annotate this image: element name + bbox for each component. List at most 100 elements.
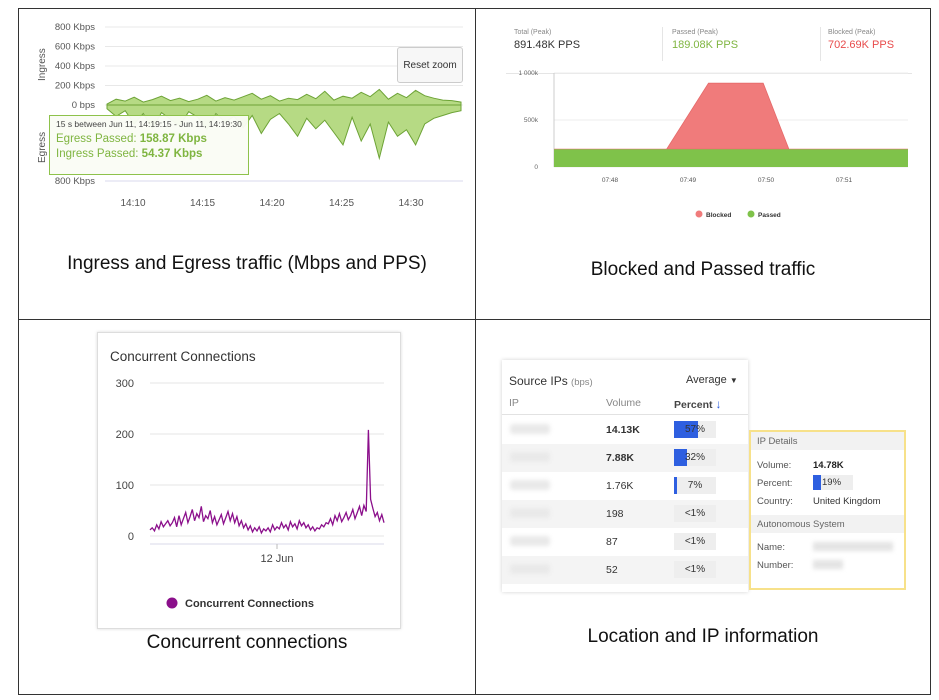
traffic-tooltip: 15 s between Jun 11, 14:19:15 - Jun 11, … <box>49 115 249 175</box>
redacted-name <box>813 542 893 551</box>
percent-cell: 32% <box>684 452 705 463</box>
sort-down-icon: ↓ <box>715 397 722 411</box>
tooltip-title: 15 s between Jun 11, 14:19:15 - Jun 11, … <box>56 119 242 129</box>
y-tick-label: 800 Kbps <box>55 176 95 187</box>
reset-zoom-button[interactable]: Reset zoom <box>397 47 463 83</box>
volume-cell: 198 <box>606 508 624 520</box>
source-ips-title-text: Source IPs <box>509 374 568 388</box>
percent-cell: 7% <box>687 480 703 491</box>
redacted-ip <box>510 480 550 490</box>
volume-cell: 7.88K <box>606 452 635 464</box>
table-row[interactable]: 198 <1% <box>502 500 748 528</box>
column-volume[interactable]: Volume <box>606 397 642 409</box>
percent-cell: <1% <box>684 536 706 547</box>
y-tick-label: 0 <box>534 164 538 171</box>
series-blocked <box>554 82 908 150</box>
table-row[interactable]: 1.76K 7% <box>502 472 748 500</box>
x-tick-label: 07:51 <box>836 177 853 184</box>
detail-name-label: Name: <box>757 542 785 553</box>
legend-marker <box>695 210 703 218</box>
ip-details-header-bg <box>751 432 904 450</box>
y-tick-label: 0 <box>128 531 134 543</box>
y-tick-label: 200 Kbps <box>55 81 95 92</box>
detail-country-label: Country: <box>757 496 793 507</box>
chart-title: Concurrent Connections <box>110 349 256 364</box>
stat-blocked-label: Blocked (Peak) <box>828 29 876 36</box>
blocked-passed-cell: Total (Peak) 891.48K PPS Passed (Peak) 189… <box>475 8 931 320</box>
percent-bar-fill <box>674 421 698 438</box>
stat-blocked-value: 702.69K PPS <box>828 39 895 51</box>
average-dropdown[interactable]: Average ▼ <box>686 374 738 386</box>
detail-percent-label: Percent: <box>757 478 793 489</box>
stat-passed: Passed (Peak) 189.08K PPS <box>672 29 738 51</box>
tooltip-ingress-label: Ingress Passed: <box>56 148 139 160</box>
y-tick-label: 200 <box>116 429 134 441</box>
source-ips-panel: Source IPs (bps) Average ▼ IP Volume Per… <box>502 360 748 592</box>
y-tick-label: 800 Kbps <box>55 22 95 33</box>
y-tick-label: 500k <box>524 117 539 124</box>
tooltip-ingress-value: 54.37 Kbps <box>141 148 203 160</box>
blocked-passed-chart: 1 000k 500k 0 07:48 07:49 07:50 07:51 Blocked Pa… <box>518 70 908 219</box>
ip-details-panel: IP Details Volume: 14.78K Percent: 19% C… <box>749 430 906 590</box>
tooltip-egress-label: Egress Passed: <box>56 133 137 145</box>
detail-percent-fill <box>813 475 821 490</box>
concurrent-connections-panel: Concurrent Connections 300 200 100 0 12 Jun C… <box>97 332 401 629</box>
series-passed <box>554 149 908 167</box>
stat-total-value: 891.48K PPS <box>514 39 581 51</box>
detail-country-value: United Kingdom <box>813 496 881 507</box>
detail-volume-label: Volume: <box>757 460 792 471</box>
stat-divider <box>820 27 821 61</box>
x-tick-label: 14:20 <box>259 198 284 209</box>
stat-passed-label: Passed (Peak) <box>672 29 718 36</box>
x-tick-label: 12 Jun <box>260 553 293 565</box>
volume-cell: 1.76K <box>606 480 634 492</box>
stat-total: Total (Peak) 891.48K PPS <box>514 29 580 51</box>
column-ip[interactable]: IP <box>509 397 519 409</box>
volume-cell: 52 <box>606 564 618 576</box>
redacted-ip <box>510 424 550 434</box>
column-percent[interactable]: Percent ↓ <box>674 397 721 411</box>
percent-cell: <1% <box>684 508 706 519</box>
y-axis-title-ingress: Ingress <box>37 48 48 81</box>
concurrent-connections-chart: 300 200 100 0 12 Jun Concurrent Connections <box>116 378 385 610</box>
percent-bar <box>674 477 716 494</box>
redacted-ip <box>510 508 550 518</box>
table-row[interactable]: 87 <1% <box>502 528 748 556</box>
series-egress-passed <box>106 104 462 161</box>
stat-blocked: Blocked (Peak) 702.69K PPS <box>828 29 894 51</box>
ingress-egress-cell: 800 Kbps 600 Kbps 400 Kbps 200 Kbps 0 bps 800… <box>18 8 476 320</box>
source-ips-title: Source IPs (bps) <box>509 374 593 388</box>
average-dropdown-label: Average <box>686 374 727 386</box>
caption-location-ip: Location and IP information <box>587 626 819 647</box>
percent-bar <box>674 505 716 522</box>
y-tick-label: 600 Kbps <box>55 42 95 53</box>
redacted-ip <box>510 536 550 546</box>
as-header-bg <box>751 515 904 533</box>
x-tick-label: 14:30 <box>398 198 423 209</box>
legend-label: Concurrent Connections <box>185 598 314 610</box>
percent-cell: 57% <box>684 424 705 435</box>
series-concurrent-connections <box>149 429 385 535</box>
legend-label: Passed <box>758 212 781 219</box>
caption-blocked-passed: Blocked and Passed traffic <box>590 259 816 280</box>
tooltip-egress: Egress Passed: 158.87 Kbps <box>56 132 242 147</box>
as-header: Autonomous System <box>757 519 845 530</box>
y-axis-title-egress: Egress <box>37 132 48 163</box>
percent-bar <box>674 533 716 550</box>
legend-label: Blocked <box>706 212 731 219</box>
y-tick-label: 400 Kbps <box>55 61 95 72</box>
detail-percent-text: 19% <box>822 477 842 488</box>
table-row[interactable]: 7.88K 32% <box>502 444 748 472</box>
x-tick-label: 14:25 <box>329 198 354 209</box>
table-row[interactable]: 52 <1% <box>502 556 748 584</box>
stat-total-label: Total (Peak) <box>514 29 552 36</box>
legend-marker <box>747 210 755 218</box>
detail-number-label: Number: <box>757 560 794 571</box>
volume-cell: 87 <box>606 536 618 548</box>
redacted-number <box>813 560 843 569</box>
location-ip-cell: Source IPs (bps) Average ▼ IP Volume Per… <box>475 319 931 695</box>
column-percent-label: Percent <box>674 399 713 411</box>
x-tick-label: 14:15 <box>190 198 215 209</box>
table-row[interactable]: 14.13K 57% <box>502 416 748 444</box>
concurrent-connections-cell: Concurrent Connections 300 200 100 0 12 Jun C… <box>18 319 476 695</box>
